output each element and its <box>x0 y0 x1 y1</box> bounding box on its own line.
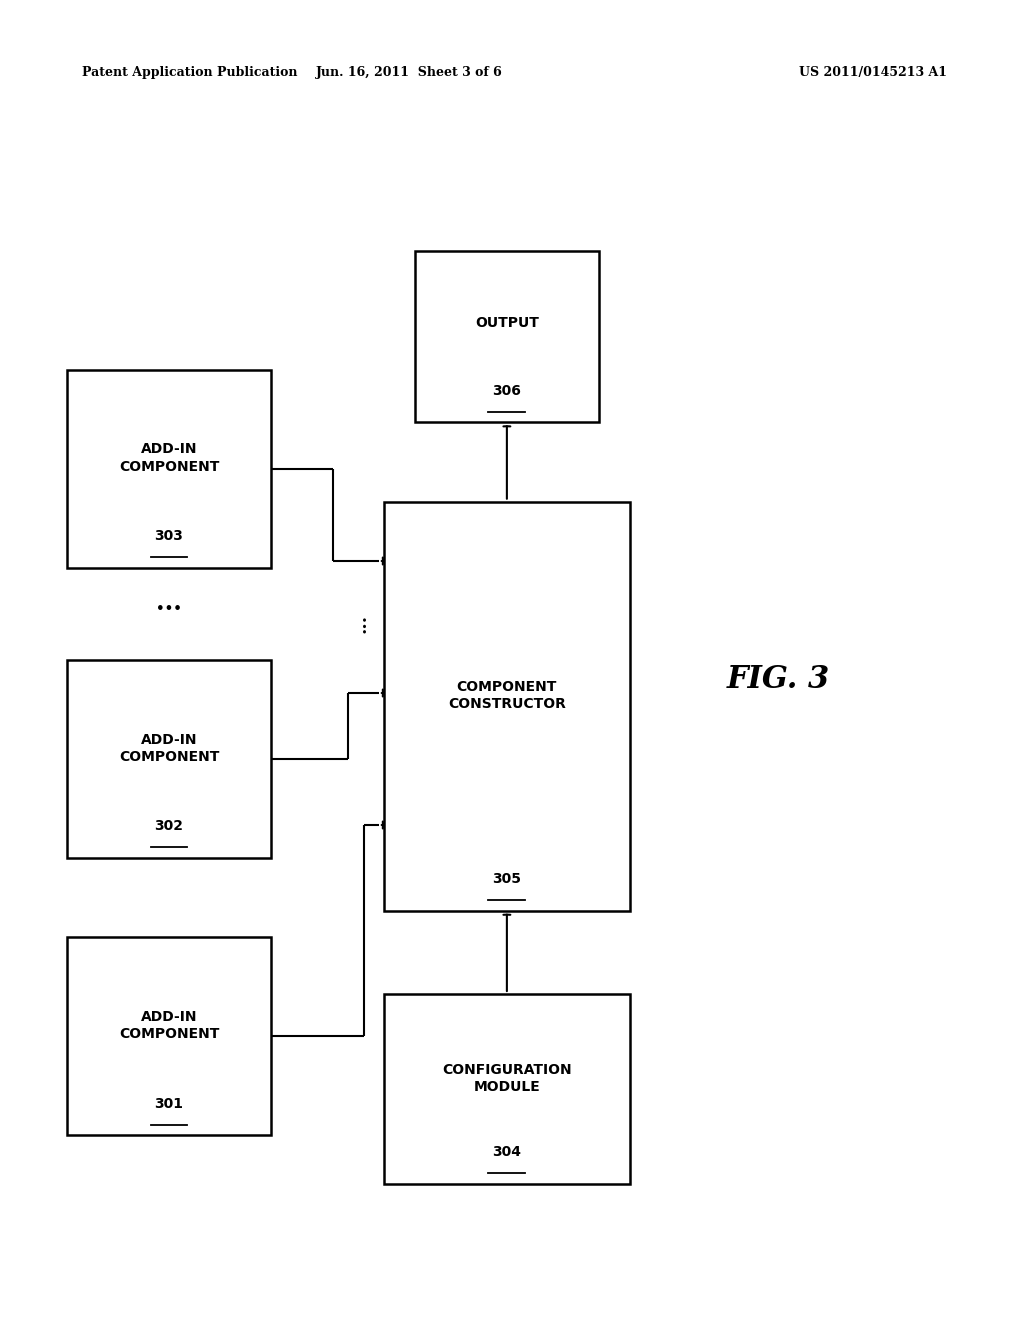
Text: ...: ... <box>351 614 370 632</box>
Bar <box>384 502 630 911</box>
Text: 305: 305 <box>493 873 521 886</box>
Text: ...: ... <box>156 591 182 615</box>
Text: 304: 304 <box>493 1146 521 1159</box>
Bar <box>415 251 599 422</box>
Text: FIG. 3: FIG. 3 <box>727 664 829 696</box>
Text: ADD-IN
COMPONENT: ADD-IN COMPONENT <box>119 1010 219 1041</box>
Text: ADD-IN
COMPONENT: ADD-IN COMPONENT <box>119 442 219 474</box>
Text: ADD-IN
COMPONENT: ADD-IN COMPONENT <box>119 733 219 764</box>
Text: COMPONENT
CONSTRUCTOR: COMPONENT CONSTRUCTOR <box>447 680 566 711</box>
Bar <box>67 660 271 858</box>
Text: 302: 302 <box>155 820 183 833</box>
Text: 306: 306 <box>493 384 521 397</box>
Text: Jun. 16, 2011  Sheet 3 of 6: Jun. 16, 2011 Sheet 3 of 6 <box>316 66 503 79</box>
Bar <box>67 937 271 1135</box>
Bar <box>67 370 271 568</box>
Text: CONFIGURATION
MODULE: CONFIGURATION MODULE <box>442 1063 571 1094</box>
Text: 303: 303 <box>155 529 183 543</box>
Text: US 2011/0145213 A1: US 2011/0145213 A1 <box>799 66 947 79</box>
Text: 301: 301 <box>155 1097 183 1110</box>
Text: OUTPUT: OUTPUT <box>475 317 539 330</box>
Bar <box>384 994 630 1184</box>
Text: Patent Application Publication: Patent Application Publication <box>82 66 297 79</box>
